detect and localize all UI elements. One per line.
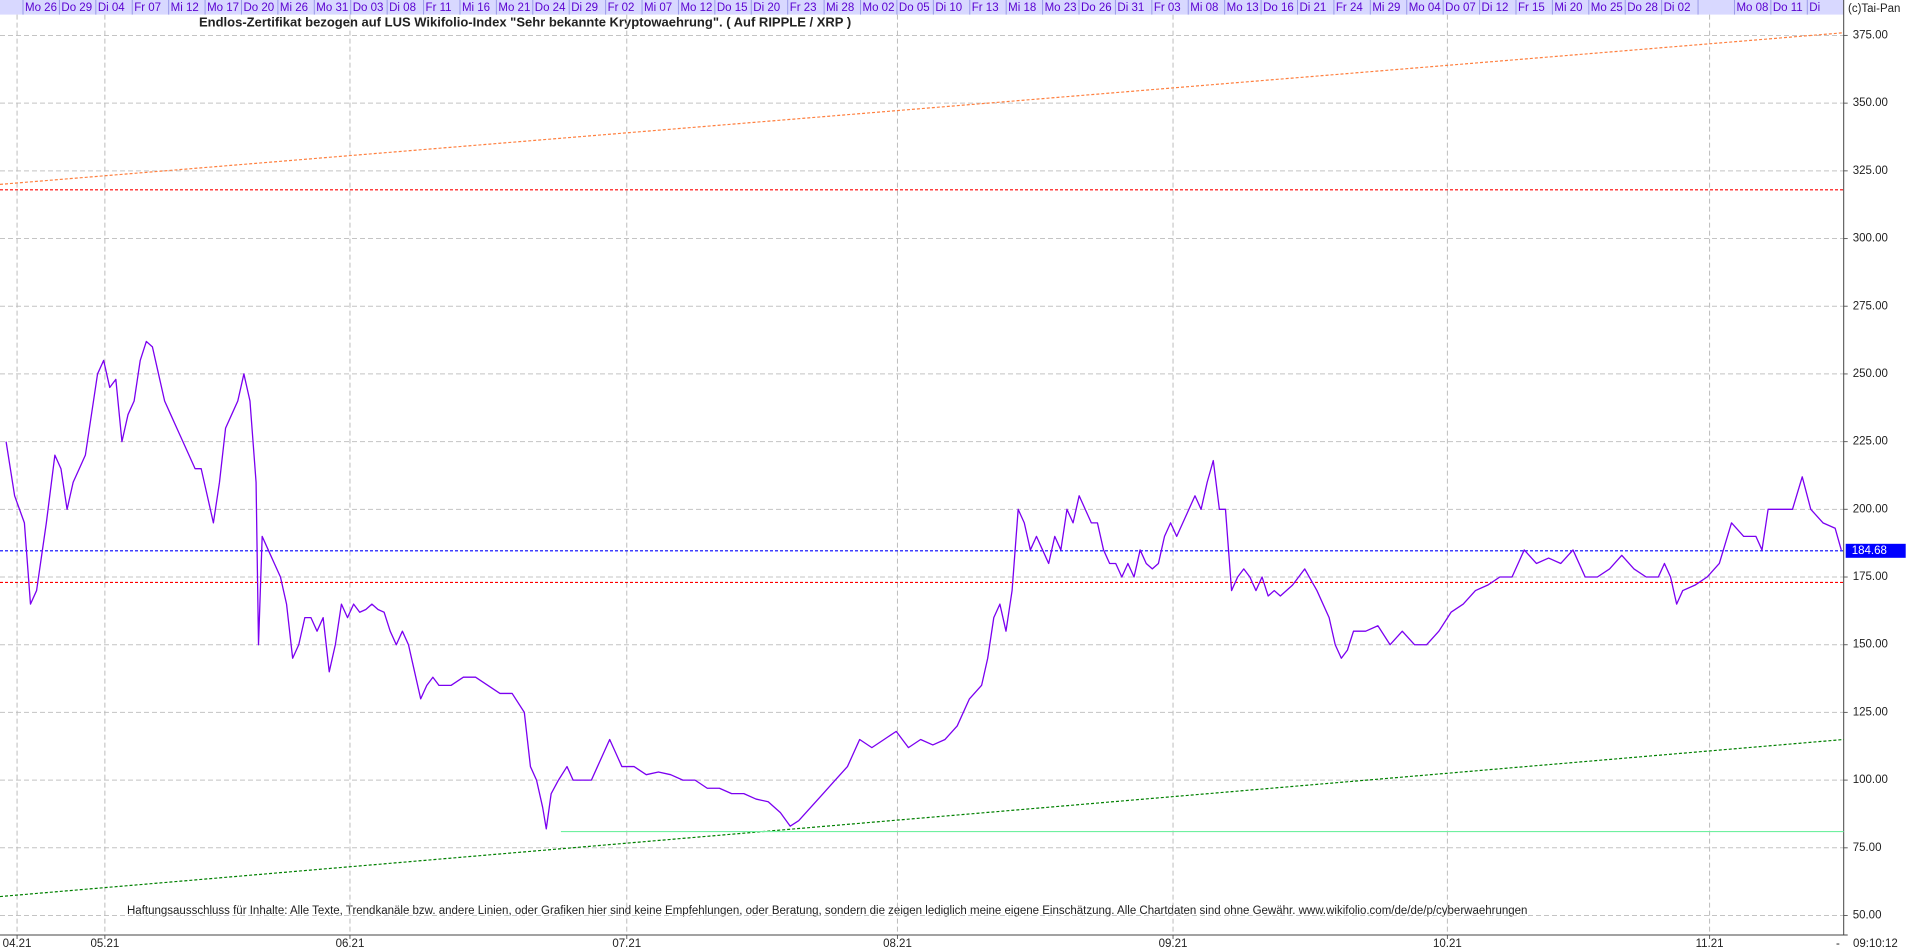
value-label-bg [1845,543,1906,558]
x-tick-label: 11.21 [1696,938,1724,950]
top-day-label: Fr 03 [1154,2,1181,14]
top-day-label: Mo 02 [863,2,895,14]
time-label: 09:10:12 [1853,938,1898,950]
top-day-label: Do 03 [353,2,384,14]
top-day-label: Mo 31 [316,2,348,14]
value-label: 184.68 [1852,545,1887,557]
top-day-label: Mo 12 [680,2,712,14]
top-day-label: Mo 04 [1409,2,1442,14]
top-day-label: Mi 12 [171,2,199,14]
top-day-label: Fr 15 [1518,2,1545,14]
trend-line [0,32,1844,185]
top-day-label: Di 31 [1117,2,1144,14]
top-day-label: Mo 25 [1591,2,1623,14]
top-bar-bg [0,0,1844,15]
top-day-label: Do 28 [1627,2,1658,14]
trend-line [0,738,1844,898]
top-day-label: Mo 23 [1045,2,1077,14]
top-day-label: Mo 17 [207,2,239,14]
top-day-label: Mi 26 [280,2,308,14]
y-tick-label: 75.00 [1853,842,1882,854]
y-tick-label: 250.00 [1853,368,1888,380]
y-tick-label: 50.00 [1853,910,1882,922]
top-day-label: Di [1809,2,1820,14]
top-day-label: Mi 29 [1372,2,1400,14]
top-day-label: Mi 08 [1190,2,1218,14]
price-line [5,340,1842,830]
top-day-label: Di 20 [753,2,780,14]
copyright: (c)Tai-Pan [1848,3,1900,15]
x-tick-label: 05.21 [90,938,119,950]
top-day-label: Di 04 [98,2,125,14]
top-day-label: Do 24 [535,2,566,14]
x-tick-label: 06.21 [336,938,365,950]
x-tick-label: 09.21 [1159,938,1188,950]
x-tick-label: 04.21 [3,938,32,950]
top-day-label: Do 26 [1081,2,1112,14]
y-tick-label: 225.00 [1853,436,1888,448]
top-day-label: Mo 26 [25,2,57,14]
top-day-label: Fr 07 [134,2,161,14]
y-tick-label: 300.00 [1853,233,1888,245]
dash-label: - [1836,938,1840,950]
top-day-label: Di 10 [935,2,962,14]
top-day-label: Di 08 [389,2,416,14]
y-tick-label: 175.00 [1853,571,1888,583]
top-day-label: Fr 11 [426,2,452,14]
top-day-label: Fr 02 [608,2,635,14]
x-tick-label: 08.21 [883,938,912,950]
top-day-label: Di 21 [1299,2,1326,14]
top-day-label: Di 02 [1664,2,1691,14]
top-day-label: Fr 24 [1336,2,1363,14]
top-day-label: Do 11 [1773,2,1803,14]
top-day-label: Do 07 [1445,2,1476,14]
y-tick-label: 125.00 [1853,706,1888,718]
top-day-label: Do 16 [1263,2,1294,14]
y-tick-label: 375.00 [1853,29,1888,41]
disclaimer: Haftungsausschluss für Inhalte: Alle Tex… [127,905,1527,917]
top-day-label: Mi 07 [644,2,672,14]
top-day-label: Fr 23 [790,2,817,14]
top-day-label: Mo 08 [1736,2,1768,14]
top-day-label: Di 12 [1482,2,1509,14]
top-day-label: Mi 18 [1008,2,1036,14]
y-tick-label: 100.00 [1853,774,1888,786]
top-day-label: Di 29 [571,2,598,14]
top-day-label: Mi 20 [1554,2,1582,14]
chart-title: Endlos-Zertifikat bezogen auf LUS Wikifo… [199,14,851,29]
y-tick-label: 150.00 [1853,639,1888,651]
top-day-label: Fr 13 [972,2,999,14]
top-bar: Mo 26 Do 29 Di 04 Fr 07 Mi 12 Mo 17 Do 20 Mi 26… [0,0,1844,15]
y-tick-label: 325.00 [1853,165,1888,177]
y-tick-label: 275.00 [1853,300,1888,312]
top-day-label: Mi 28 [826,2,854,14]
top-day-label: Do 29 [61,2,92,14]
top-day-label: Do 05 [899,2,930,14]
y-tick-label: 350.00 [1853,97,1888,109]
top-day-label: Mo 21 [498,2,530,14]
x-tick-label: 07.21 [612,938,641,950]
top-day-label: Do 15 [717,2,748,14]
y-tick-label: 200.00 [1853,503,1888,515]
top-day-label: Mi 16 [462,2,490,14]
x-tick-label: 10.21 [1433,938,1462,950]
top-day-label: Mo 13 [1227,2,1259,14]
top-day-label: Do 20 [243,2,274,14]
